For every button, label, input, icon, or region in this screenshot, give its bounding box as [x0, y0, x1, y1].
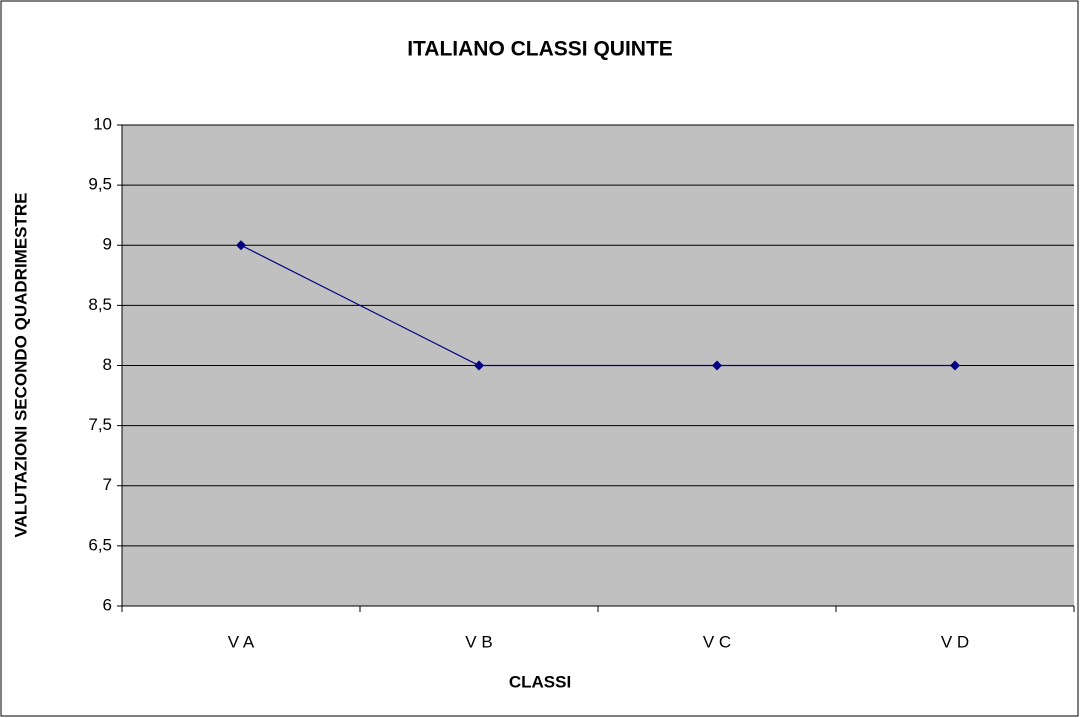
marker — [950, 360, 960, 371]
y-tick-label: 9 — [103, 235, 112, 254]
x-tick-label: V A — [228, 632, 255, 651]
x-axis-label: CLASSI — [509, 672, 571, 691]
x-tick-label: V D — [941, 632, 969, 651]
y-tick-label: 6 — [103, 595, 112, 614]
marker — [712, 360, 722, 371]
marker — [236, 240, 246, 251]
y-tick-label: 7,5 — [88, 415, 112, 434]
y-axis-label: VALUTAZIONI SECONDO QUADRIMESTRE — [11, 192, 30, 537]
y-tick-label: 9,5 — [88, 175, 112, 194]
x-tick-label: V B — [465, 632, 492, 651]
chart-title: ITALIANO CLASSI QUINTE — [407, 38, 673, 61]
x-tick-label: V C — [703, 632, 731, 651]
y-tick-label: 7 — [103, 475, 112, 494]
y-tick-label: 8 — [103, 355, 112, 374]
line — [240, 244, 955, 367]
marker — [474, 360, 484, 371]
y-tick-label: 10 — [93, 114, 112, 133]
y-tick-label: 6,5 — [88, 535, 112, 554]
y-tick-label: 8,5 — [88, 295, 112, 314]
